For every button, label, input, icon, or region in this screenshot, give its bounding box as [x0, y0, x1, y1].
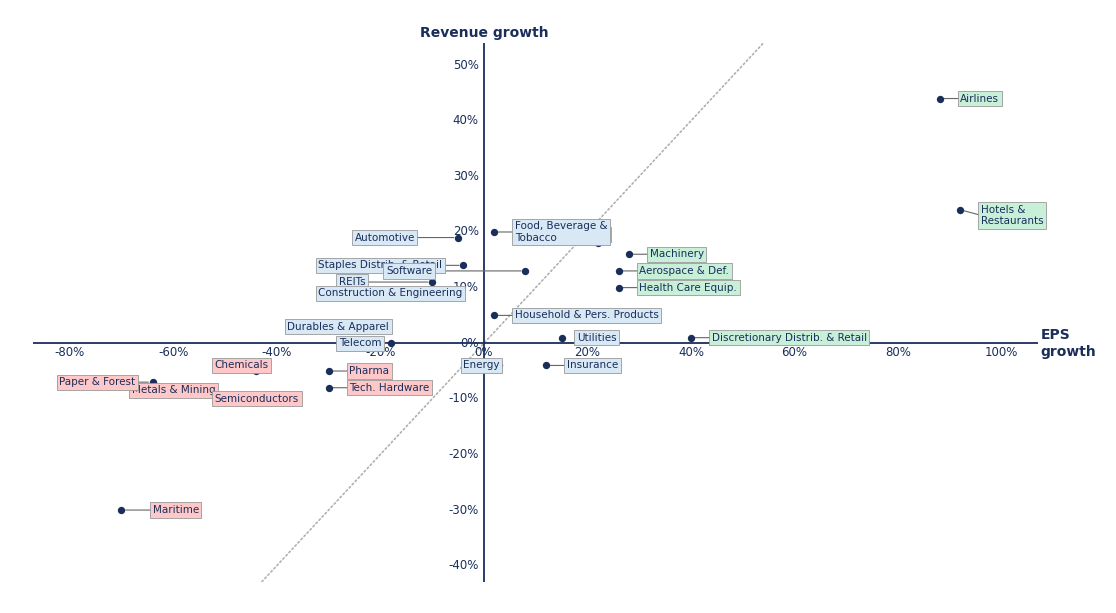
Text: -40%: -40% [449, 559, 479, 572]
Point [951, 205, 969, 215]
Point [485, 227, 503, 237]
Text: Software: Software [386, 266, 432, 276]
Text: Maritime: Maritime [153, 505, 199, 515]
Text: 40%: 40% [679, 346, 704, 359]
Point [180, 383, 198, 392]
Text: -30%: -30% [449, 503, 479, 517]
Text: Machinery: Machinery [650, 249, 704, 259]
Text: Insurance: Insurance [567, 360, 618, 370]
Text: 40%: 40% [453, 114, 479, 128]
Point [247, 394, 264, 404]
Text: 20%: 20% [453, 226, 479, 238]
Text: Construction & Engineering: Construction & Engineering [318, 288, 462, 298]
Text: -20%: -20% [365, 346, 395, 359]
Text: Banks: Banks [577, 230, 609, 240]
Text: REITs: REITs [339, 277, 366, 287]
Point [517, 266, 535, 276]
Text: Health Care Equip.: Health Care Equip. [639, 283, 737, 292]
Text: Metals & Mining: Metals & Mining [132, 386, 215, 395]
Text: Hotels &
Restaurants: Hotels & Restaurants [981, 205, 1043, 226]
Text: Paper & Forest: Paper & Forest [59, 377, 135, 387]
Text: 80%: 80% [885, 346, 911, 359]
Text: Airlines: Airlines [960, 94, 999, 104]
Text: Automotive: Automotive [355, 232, 415, 243]
Text: Household & Pers. Products: Household & Pers. Products [514, 310, 658, 321]
Text: Semiconductors: Semiconductors [214, 394, 299, 404]
Text: Telecom: Telecom [339, 338, 382, 348]
Point [589, 238, 607, 248]
Point [609, 266, 627, 276]
Text: Utilities: Utilities [577, 333, 617, 343]
Point [319, 366, 337, 376]
Point [609, 283, 627, 292]
Text: Energy: Energy [463, 360, 500, 370]
Point [423, 277, 441, 287]
Point [449, 233, 466, 243]
Text: 0%: 0% [460, 337, 479, 350]
Text: Discretionary Distrib. & Retail: Discretionary Distrib. & Retail [712, 333, 867, 343]
Text: 30%: 30% [453, 170, 479, 183]
Text: 0%: 0% [474, 346, 493, 359]
Text: -60%: -60% [158, 346, 189, 359]
Text: -20%: -20% [449, 448, 479, 461]
Text: -10%: -10% [449, 392, 479, 405]
Text: 50%: 50% [453, 59, 479, 72]
Point [247, 366, 264, 376]
Point [454, 261, 472, 270]
Text: Tech. Hardware: Tech. Hardware [349, 383, 430, 393]
Text: Revenue growth: Revenue growth [420, 26, 548, 40]
Point [620, 249, 638, 259]
Point [931, 94, 949, 104]
Text: Food, Beverage &
Tobacco: Food, Beverage & Tobacco [514, 221, 607, 243]
Point [362, 322, 379, 332]
Point [382, 338, 400, 348]
Text: 100%: 100% [985, 346, 1018, 359]
Text: 20%: 20% [575, 346, 600, 359]
Point [319, 383, 337, 392]
Text: Pharma: Pharma [349, 366, 389, 376]
Point [485, 311, 503, 321]
Point [144, 377, 162, 387]
Text: Durables & Apparel: Durables & Apparel [287, 322, 388, 332]
Point [113, 505, 131, 515]
Text: -80%: -80% [55, 346, 85, 359]
Point [537, 360, 555, 370]
Point [491, 360, 509, 370]
Point [439, 288, 456, 298]
Text: Chemicals: Chemicals [214, 360, 269, 370]
Text: 60%: 60% [781, 346, 808, 359]
Text: Aerospace & Def.: Aerospace & Def. [639, 266, 729, 276]
Point [552, 333, 570, 343]
Text: -40%: -40% [261, 346, 292, 359]
Point [682, 333, 700, 343]
Text: Staples Distrib. & Retail: Staples Distrib. & Retail [318, 261, 442, 270]
Text: EPS
growth: EPS growth [1040, 327, 1096, 359]
Text: 10%: 10% [453, 281, 479, 294]
